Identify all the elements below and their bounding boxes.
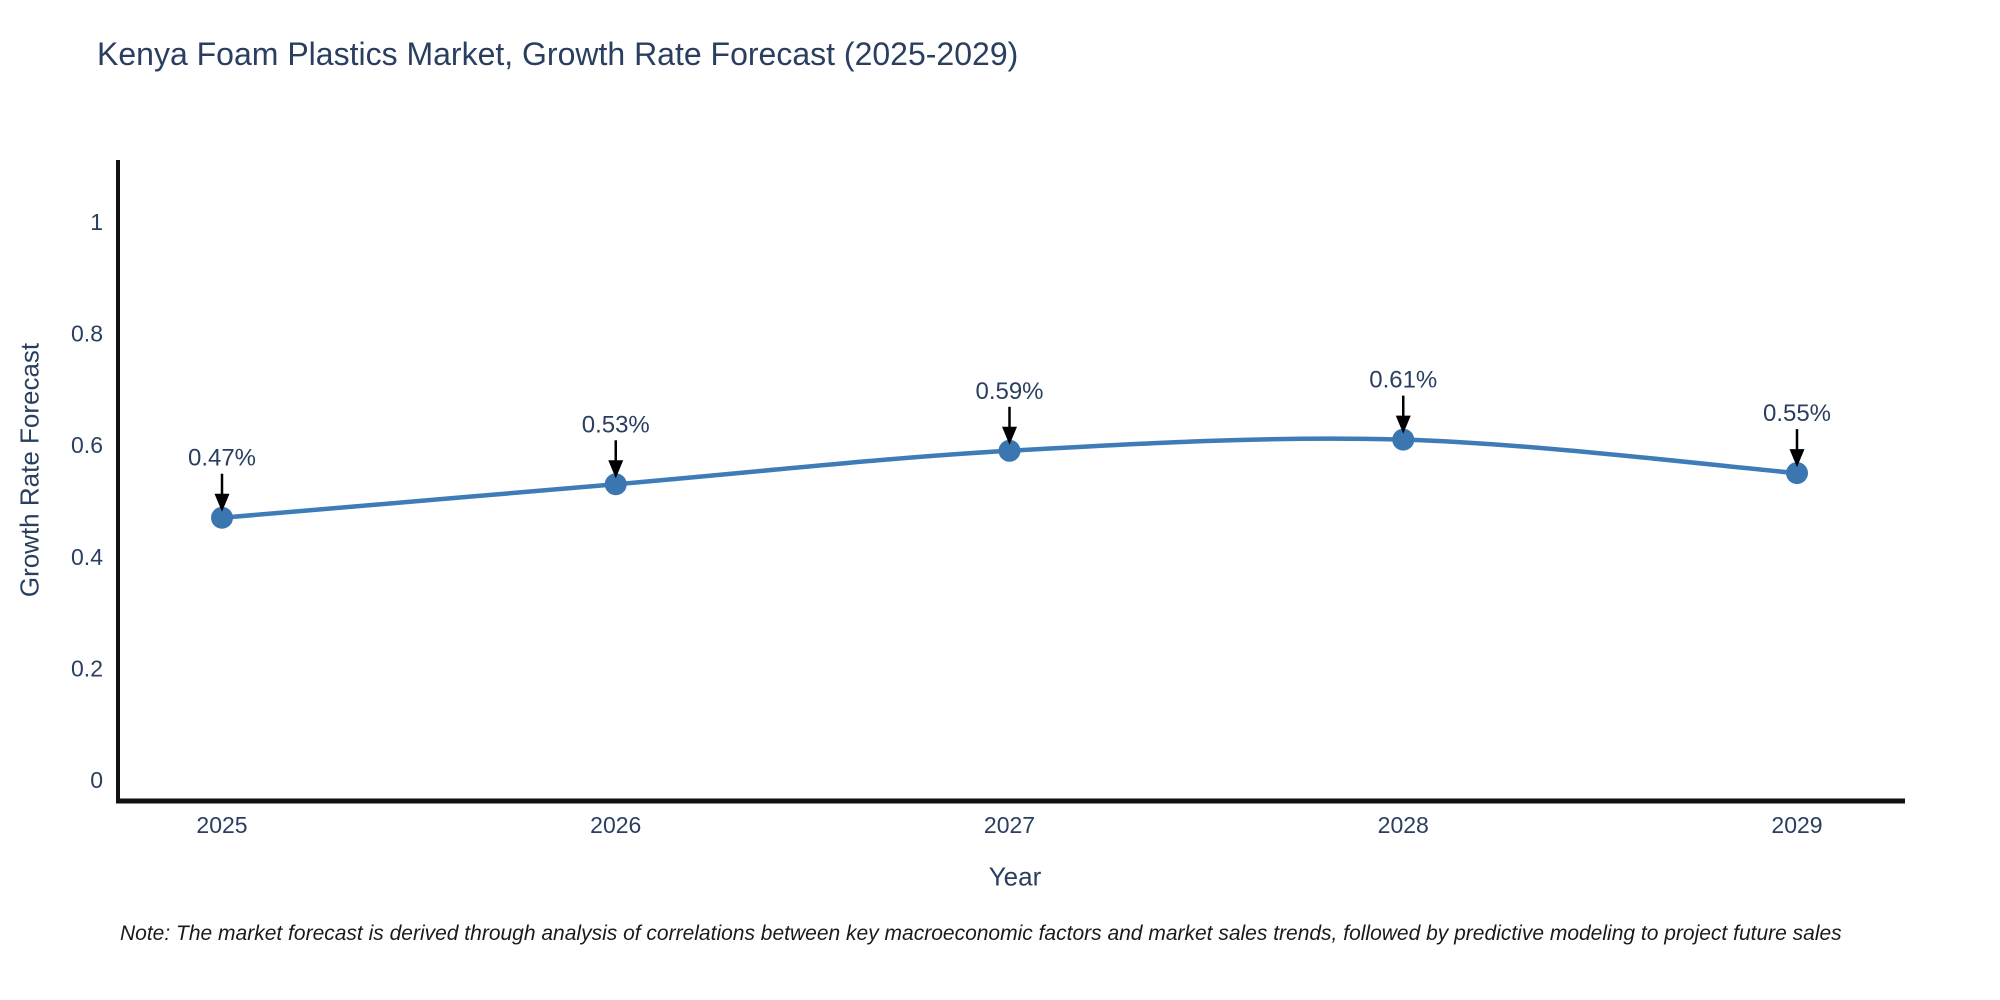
y-tick-label-0.2: 0.2 [71,655,103,681]
y-tick-label-0.6: 0.6 [71,432,103,458]
x-tick-label-2028: 2028 [1378,812,1429,838]
data-point-2026[interactable] [604,473,627,496]
point-annotation-2028: 0.61% [1369,367,1437,394]
x-axis-title: Year [988,861,1042,892]
point-annotation-2029: 0.55% [1763,400,1831,427]
point-annotation-2026: 0.53% [582,411,650,438]
data-point-2025[interactable] [211,506,233,529]
data-point-2027[interactable] [998,439,1021,462]
annotation-arrow-head-2028 [1395,415,1411,434]
x-tick-label-2029: 2029 [1771,812,1822,838]
point-annotation-2027: 0.59% [975,378,1043,405]
data-point-2028[interactable] [1392,428,1415,451]
x-tick-label-2025: 2025 [196,812,247,838]
y-tick-label-0.8: 0.8 [71,321,103,347]
data-point-2029[interactable] [1786,462,1808,485]
y-tick-label-0: 0 [90,767,103,793]
chart-title: Kenya Foam Plastics Market, Growth Rate … [97,36,1019,72]
annotation-arrow-head-2026 [608,460,624,479]
x-tick-label-2027: 2027 [984,812,1035,838]
annotation-arrow-head-2029 [1789,449,1805,468]
x-tick-label-2026: 2026 [590,812,641,838]
annotation-arrow-head-2025 [214,493,230,512]
y-axis-title: Growth Rate Forecast [14,342,45,598]
chart-footnote: Note: The market forecast is derived thr… [120,922,1842,945]
y-tick-label-0.4: 0.4 [71,544,103,570]
y-tick-label-1: 1 [90,209,103,235]
annotation-arrow-head-2027 [1002,426,1017,445]
point-annotation-2025: 0.47% [188,445,256,472]
